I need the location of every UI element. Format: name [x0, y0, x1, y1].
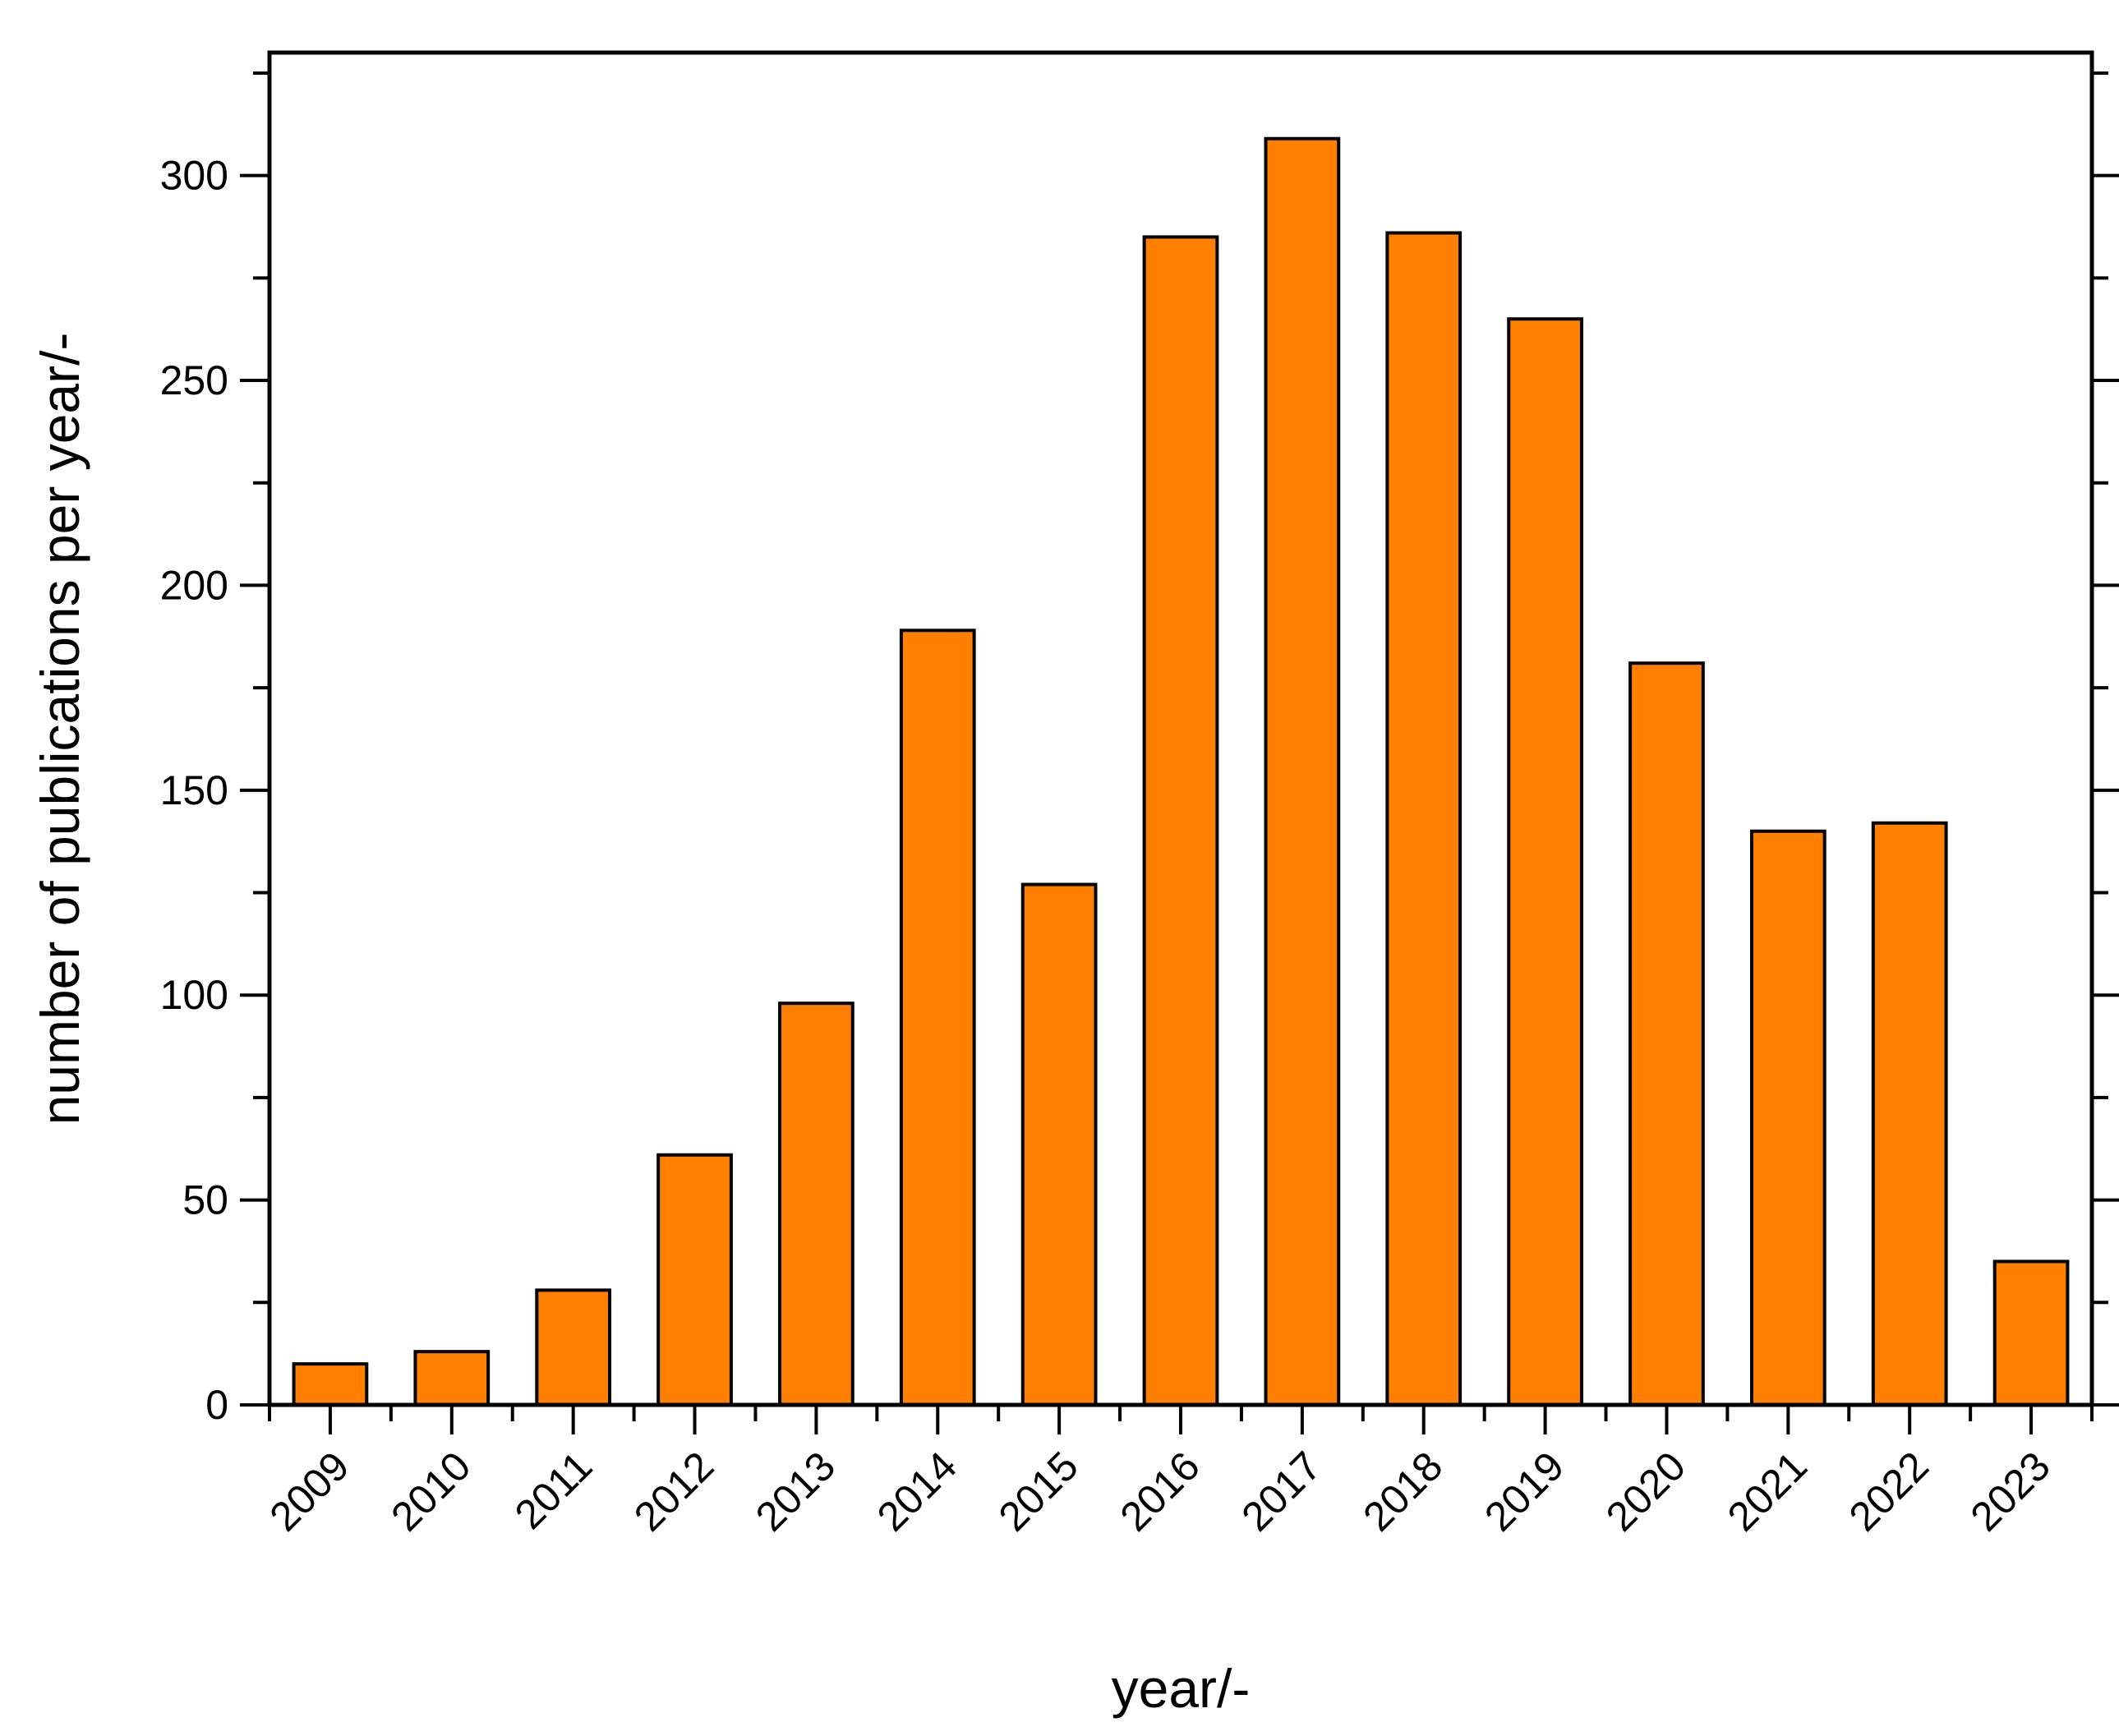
- x-tick-label-2023: 2023: [1962, 1443, 2059, 1540]
- y-tick-label: 0: [205, 1382, 228, 1428]
- bars-group: [292, 136, 2070, 1407]
- bar-2016: [1142, 235, 1219, 1407]
- x-tick-label-2011: 2011: [506, 1443, 601, 1538]
- bar-2009: [292, 1362, 369, 1407]
- ticks-group: [240, 71, 2119, 1434]
- x-tick-label-2022: 2022: [1840, 1443, 1937, 1540]
- bar-2014: [899, 629, 976, 1407]
- bar-2023: [1992, 1259, 2070, 1407]
- x-tick-label-2017: 2017: [1232, 1443, 1329, 1540]
- x-tick-label-2020: 2020: [1597, 1443, 1694, 1540]
- y-tick-label: 200: [160, 562, 228, 608]
- bar-2015: [1020, 882, 1098, 1407]
- bar-2018: [1385, 231, 1463, 1407]
- x-tick-label-2015: 2015: [990, 1443, 1087, 1540]
- x-tick-label-2010: 2010: [382, 1443, 479, 1540]
- y-tick-labels: 0 50 100 150 200 250 300: [160, 153, 228, 1428]
- x-tick-labels: 2009 2010 2011 2012 2013 2014 2015 2016 2017 2018…: [260, 1443, 2058, 1540]
- y-tick-label: 300: [160, 153, 228, 199]
- x-tick-label-2018: 2018: [1354, 1443, 1451, 1540]
- bar-2021: [1749, 829, 1826, 1407]
- bar-2022: [1871, 821, 1948, 1407]
- y-tick-label: 50: [182, 1177, 228, 1223]
- x-tick-label-2019: 2019: [1476, 1443, 1573, 1540]
- x-tick-label-2012: 2012: [625, 1443, 722, 1540]
- bar-2011: [535, 1288, 612, 1407]
- y-tick-label: 100: [160, 972, 228, 1018]
- x-tick-label-2014: 2014: [868, 1443, 965, 1540]
- bar-2019: [1507, 317, 1583, 1407]
- bar-2012: [656, 1153, 733, 1407]
- bar-2020: [1628, 661, 1705, 1407]
- bar-2010: [413, 1350, 491, 1407]
- y-tick-label: 250: [160, 357, 228, 403]
- x-axis-title: year/-: [1112, 1658, 1251, 1719]
- x-tick-label-2013: 2013: [747, 1443, 844, 1540]
- x-tick-label-2009: 2009: [260, 1443, 357, 1540]
- y-tick-label: 150: [160, 767, 228, 813]
- bar-2017: [1264, 136, 1341, 1407]
- bar-2013: [778, 1002, 855, 1407]
- x-tick-label-2021: 2021: [1719, 1443, 1816, 1540]
- y-axis-title: number of publications per year/-: [30, 333, 90, 1126]
- x-tick-label-2016: 2016: [1112, 1443, 1209, 1540]
- plot-frame: [267, 50, 2094, 1407]
